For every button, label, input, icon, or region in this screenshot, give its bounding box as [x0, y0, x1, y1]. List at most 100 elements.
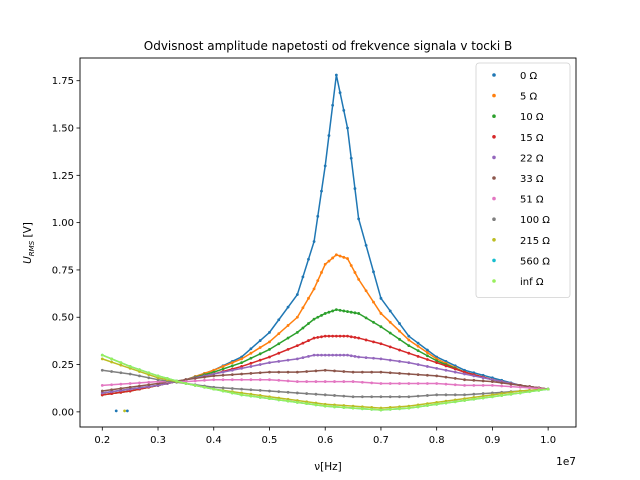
data-point — [353, 354, 357, 358]
data-point — [258, 389, 262, 392]
data-point — [286, 370, 290, 374]
data-point — [327, 334, 331, 338]
data-point — [537, 389, 541, 392]
data-point — [240, 357, 244, 361]
data-point — [528, 386, 531, 390]
data-point — [360, 395, 364, 399]
data-point — [100, 389, 104, 393]
data-point — [398, 371, 401, 375]
data-point — [357, 355, 361, 359]
data-point — [372, 356, 375, 360]
data-point — [193, 377, 197, 380]
data-point — [333, 380, 336, 383]
axes-frame — [79, 57, 577, 428]
data-point — [370, 395, 374, 399]
data-point — [388, 320, 392, 324]
data-point — [435, 374, 439, 378]
data-point — [203, 385, 206, 389]
x-tick-label: 0.4 — [206, 435, 222, 446]
data-point — [138, 374, 141, 378]
data-point — [331, 256, 335, 260]
data-point — [312, 287, 316, 291]
data-point — [316, 279, 320, 283]
data-point — [453, 370, 457, 374]
data-point — [230, 368, 234, 372]
data-point — [379, 395, 383, 399]
data-point — [100, 357, 104, 361]
data-point — [360, 407, 364, 411]
data-point — [230, 378, 234, 382]
data-point — [323, 312, 327, 315]
data-point — [351, 406, 355, 410]
data-point — [388, 382, 392, 385]
data-point — [230, 361, 234, 365]
data-point — [481, 379, 485, 383]
data-point — [338, 91, 342, 95]
data-point — [119, 361, 123, 365]
legend-marker — [492, 155, 496, 160]
data-point — [398, 395, 401, 399]
legend-marker — [492, 217, 496, 221]
data-point — [312, 240, 316, 243]
data-point — [398, 348, 401, 352]
data-point — [346, 257, 349, 260]
data-point — [212, 387, 216, 391]
data-point — [147, 383, 151, 387]
data-point — [295, 391, 299, 395]
data-point — [379, 296, 383, 300]
data-point — [119, 371, 123, 375]
data-point — [138, 381, 141, 385]
data-point — [372, 270, 375, 274]
data-point — [444, 375, 448, 379]
data-point — [249, 371, 253, 375]
data-point — [388, 371, 392, 375]
data-point — [277, 342, 281, 346]
y-tick-label: 1.00 — [52, 218, 74, 229]
x-tick-label: 0.5 — [262, 435, 278, 446]
stray-point — [114, 409, 118, 413]
data-point — [230, 364, 234, 368]
data-point — [258, 339, 262, 342]
data-point — [138, 368, 141, 371]
data-point — [349, 354, 353, 358]
data-point — [364, 289, 368, 293]
data-point — [349, 156, 353, 160]
data-point — [463, 383, 466, 387]
data-point — [307, 322, 310, 325]
data-point — [249, 351, 253, 355]
data-point — [444, 393, 448, 397]
data-point — [258, 363, 262, 366]
data-point — [407, 382, 411, 385]
data-point — [323, 353, 327, 357]
data-point — [379, 408, 383, 412]
x-tick-label: 0.3 — [150, 435, 166, 446]
data-point — [398, 407, 401, 411]
data-point — [407, 406, 411, 410]
data-point — [346, 126, 349, 130]
data-point — [268, 348, 271, 351]
data-point — [307, 296, 310, 300]
data-point — [353, 271, 357, 274]
data-point — [110, 360, 113, 364]
legend: 0 Ω 5 Ω 10 Ω 15 Ω 22 Ω 33 Ω 51 Ω 100 Ω 215 Ω 560 … — [475, 62, 571, 299]
data-point — [312, 336, 316, 340]
legend-marker — [492, 135, 496, 139]
data-point — [453, 377, 457, 380]
legend-label: 215 Ω — [520, 236, 550, 247]
data-point — [323, 164, 327, 168]
data-point — [463, 399, 466, 402]
data-point — [435, 366, 439, 370]
data-point — [128, 385, 132, 389]
data-point — [323, 262, 327, 266]
data-point — [370, 381, 374, 385]
data-point — [307, 257, 310, 261]
data-point — [360, 380, 364, 384]
data-point — [528, 390, 531, 394]
data-point — [286, 336, 290, 340]
data-point — [258, 358, 262, 362]
plot-area — [100, 73, 550, 413]
data-point — [388, 395, 392, 399]
stray-point — [125, 409, 129, 413]
data-point — [346, 310, 349, 313]
data-point — [230, 373, 234, 377]
